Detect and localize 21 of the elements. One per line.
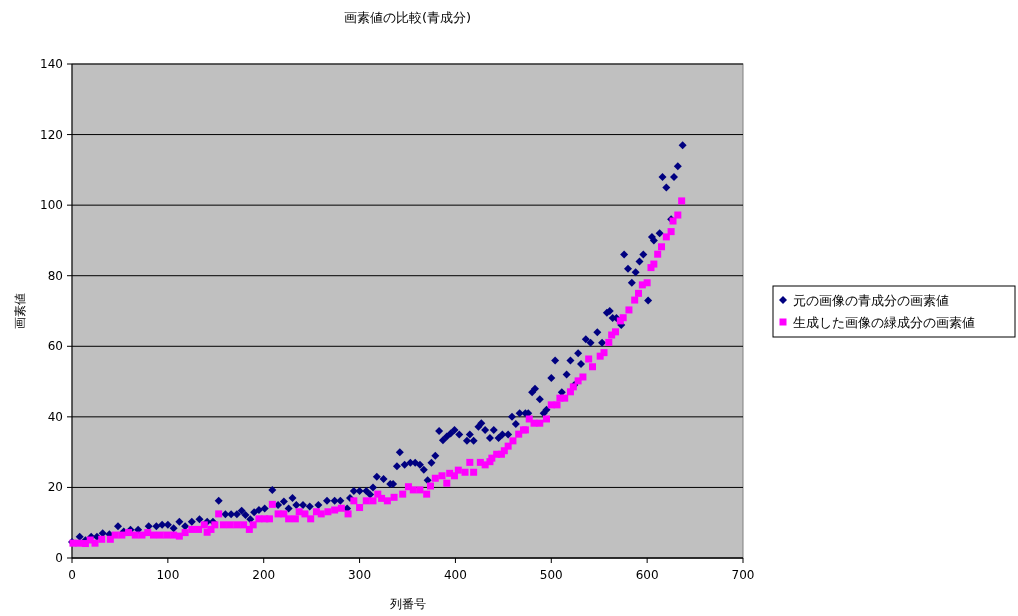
x-tick-label: 0 xyxy=(68,568,76,582)
x-tick-label: 400 xyxy=(443,568,467,582)
y-axis-title: 画素値 xyxy=(13,293,27,329)
x-tick-label: 300 xyxy=(348,568,372,582)
x-tick-label: 100 xyxy=(156,568,180,582)
y-tick-label: 60 xyxy=(47,339,63,354)
y-tick-label: 100 xyxy=(40,198,63,213)
y-tick-label: 80 xyxy=(47,268,63,283)
y-tick-label: 140 xyxy=(40,57,63,71)
chart-title: 画素値の比較(青成分) xyxy=(343,10,472,25)
x-tick-label: 600 xyxy=(635,568,659,582)
y-tick-label: 120 xyxy=(40,127,63,142)
legend-label: 元の画像の青成分の画素値 xyxy=(793,293,949,308)
y-tick-label: 0 xyxy=(55,551,63,565)
y-tick-label: 40 xyxy=(47,409,63,424)
legend-label: 生成した画像の緑成分の画素値 xyxy=(793,315,975,330)
y-tick-label: 20 xyxy=(47,480,63,495)
x-tick-label: 700 xyxy=(731,568,755,582)
x-tick-label: 200 xyxy=(252,568,276,582)
x-axis-title: 列番号 xyxy=(389,597,426,611)
x-tick-label: 500 xyxy=(539,568,563,582)
